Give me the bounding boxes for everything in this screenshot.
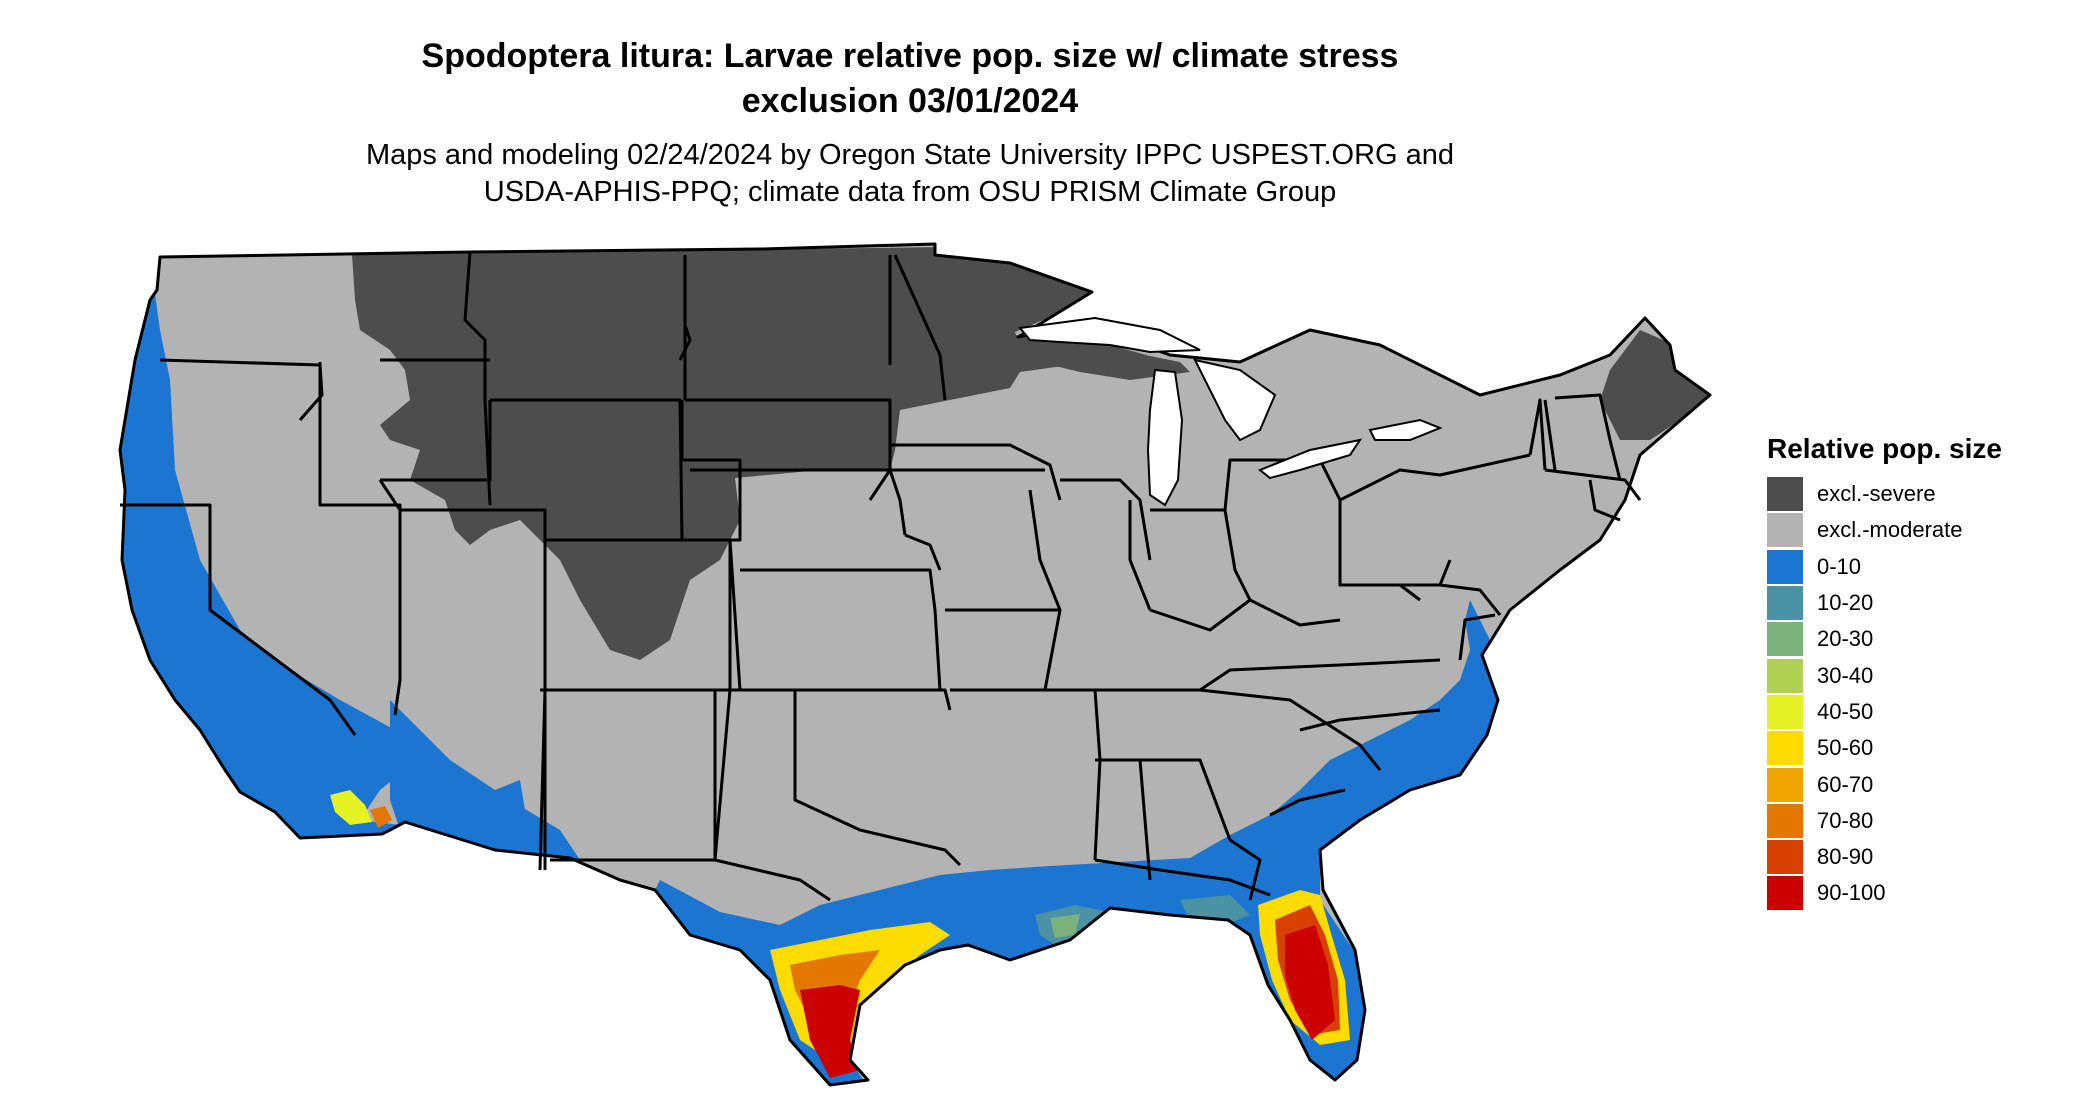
state-borders [118, 242, 1712, 1087]
map-title-line-1: Spodoptera litura: Larvae relative pop. … [421, 37, 1399, 75]
legend-item: 20-30 [1767, 621, 2087, 657]
legend-swatch [1767, 622, 1803, 657]
legend: Relative pop. size excl.-severe excl.-mod… [1767, 432, 2087, 912]
map-subtitle-line-1: Maps and modeling 02/24/2024 by Oregon S… [365, 139, 1455, 171]
legend-label: 30-40 [1817, 662, 1874, 688]
legend-item: 50-60 [1767, 730, 2087, 766]
zone-90-100-texas [800, 985, 860, 1078]
legend-item: 80-90 [1767, 839, 2087, 875]
lake-michigan [1146, 368, 1184, 507]
legend-item: 60-70 [1767, 766, 2087, 802]
legend-label: 20-30 [1817, 626, 1874, 652]
zone-70-80-socal [370, 806, 392, 828]
legend-item: 30-40 [1767, 657, 2087, 693]
zone-40-50-socal [330, 790, 372, 825]
legend-title: Relative pop. size [1767, 433, 2002, 464]
legend-swatch [1767, 549, 1803, 584]
legend-item: 0-10 [1767, 549, 2087, 585]
legend-label: 80-90 [1817, 844, 1874, 870]
legend-label: excl.-moderate [1817, 517, 1963, 543]
legend-swatch [1767, 513, 1803, 548]
legend-swatch [1767, 803, 1803, 838]
zone-0-10-west-coast [120, 255, 530, 855]
zone-excl-severe-north [352, 245, 1090, 660]
zone-excl-severe-upper-michigan [1015, 335, 1190, 380]
zone-40-50-al [1105, 925, 1128, 950]
zone-20-30-la [1050, 914, 1080, 938]
legend-item: excl.-severe [1767, 476, 2087, 512]
legend-swatch [1767, 876, 1803, 911]
zone-0-10-arizona [390, 700, 580, 860]
map-subtitle-line-2: USDA-APHIS-PPQ; climate data from OSU PR… [483, 176, 1337, 208]
legend-swatch [1767, 658, 1803, 693]
legend-item: 40-50 [1767, 694, 2087, 730]
legend-label: 60-70 [1817, 771, 1874, 797]
legend-label: 0-10 [1817, 553, 1862, 579]
lake-huron [1193, 358, 1277, 442]
legend-label: 40-50 [1817, 698, 1874, 724]
legend-item: 10-20 [1767, 585, 2087, 621]
legend-item: excl.-moderate [1767, 512, 2087, 548]
lake-superior [1018, 316, 1201, 354]
great-lakes [1018, 316, 1443, 507]
legend-item: 90-100 [1767, 875, 2087, 911]
legend-item: 70-80 [1767, 803, 2087, 839]
legend-swatch [1767, 767, 1803, 802]
legend-label: 90-100 [1817, 880, 1886, 906]
legend-swatch [1767, 694, 1803, 729]
legend-swatch [1767, 731, 1803, 766]
lake-ontario [1368, 418, 1443, 441]
legend-items: excl.-severe excl.-moderate 0-10 10-20 20-30… [1767, 476, 2087, 912]
legend-swatch [1767, 586, 1803, 621]
legend-label: excl.-severe [1817, 481, 1936, 507]
legend-label: 50-60 [1817, 735, 1874, 761]
lake-erie [1258, 438, 1363, 480]
zone-90-100-florida [1285, 925, 1335, 1040]
legend-label: 70-80 [1817, 807, 1874, 833]
legend-swatch [1767, 840, 1803, 875]
map-title-line-2: exclusion 03/01/2024 [741, 82, 1079, 120]
legend-label: 10-20 [1817, 590, 1874, 616]
legend-swatch [1767, 477, 1803, 512]
